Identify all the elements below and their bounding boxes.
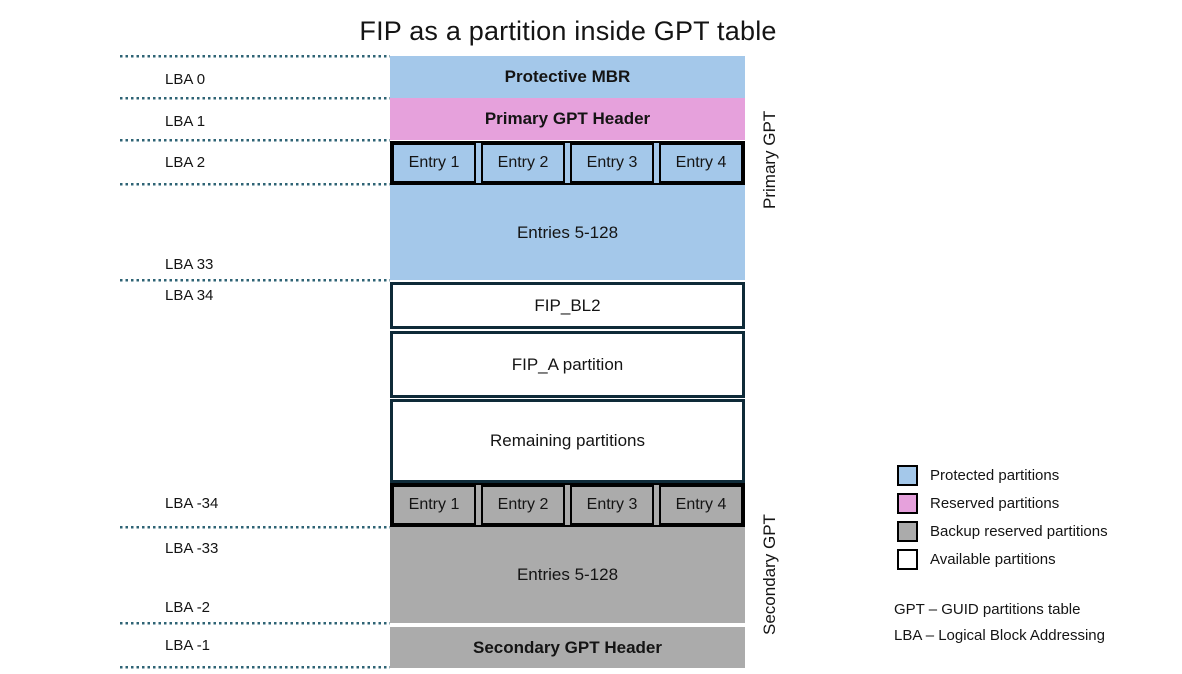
primary-entry-4: Entry 4 [659,143,743,183]
lba-label-1: LBA 1 [165,113,206,130]
lba-label-2: LBA 2 [165,154,206,171]
dotted-separator [120,183,390,186]
dotted-separator [120,55,390,58]
gpt-abbreviation-note: GPT – GUID partitions table [894,601,1081,618]
block-protective-mbr: Protective MBR [390,56,745,98]
legend-item-reserved: Reserved partitions [897,492,1108,514]
primary-entry-row: Entry 1 Entry 2 Entry 3 Entry 4 [390,141,745,185]
legend-item-protected: Protected partitions [897,464,1108,486]
block-primary-gpt-header: Primary GPT Header [390,98,745,140]
backup-entry-3: Entry 3 [570,485,654,525]
lba-label-m1: LBA -1 [165,637,211,654]
block-remaining-partitions: Remaining partitions [390,399,745,483]
block-primary-entries: Entries 5-128 [390,185,745,280]
block-fip-bl2: FIP_BL2 [390,282,745,329]
available-swatch-icon [897,548,918,570]
legend-label: Backup reserved partitions [930,522,1108,540]
backup-entry-2: Entry 2 [481,485,565,525]
dotted-separator [120,666,390,669]
block-secondary-gpt-header: Secondary GPT Header [390,627,745,668]
dotted-separator [120,622,390,625]
backup-swatch-icon [897,520,918,542]
lba-label-m34: LBA -34 [165,495,219,512]
legend-item-available: Available partitions [897,548,1108,570]
lba-label-33: LBA 33 [165,256,214,273]
legend-item-backup: Backup reserved partitions [897,520,1108,542]
dotted-separator [120,526,390,529]
lba-abbreviation-note: LBA – Logical Block Addressing [894,627,1105,644]
legend-label: Available partitions [930,550,1056,568]
primary-entry-2: Entry 2 [481,143,565,183]
dotted-separator [120,139,390,142]
lba-label-0: LBA 0 [165,71,206,88]
legend-label: Protected partitions [930,466,1060,484]
dotted-separator [120,279,390,282]
backup-entry-1: Entry 1 [392,485,476,525]
block-fip-a: FIP_A partition [390,331,745,398]
legend: Protected partitions Reserved partitions… [897,464,1108,576]
backup-entry-row: Entry 1 Entry 2 Entry 3 Entry 4 [390,483,745,527]
primary-entry-3: Entry 3 [570,143,654,183]
lba-label-34: LBA 34 [165,287,214,304]
lba-label-m2: LBA -2 [165,599,211,616]
dotted-separator [120,97,390,100]
lba-label-m33: LBA -33 [165,540,219,557]
block-backup-entries: Entries 5-128 [390,527,745,623]
backup-entry-4: Entry 4 [659,485,743,525]
legend-label: Reserved partitions [930,494,1060,512]
diagram-title: FIP as a partition inside GPT table [359,16,777,46]
protected-swatch-icon [897,464,918,486]
primary-entry-1: Entry 1 [392,143,476,183]
reserved-swatch-icon [897,492,918,514]
secondary-gpt-side-label: Secondary GPT [760,514,779,636]
primary-gpt-side-label: Primary GPT [760,110,779,210]
